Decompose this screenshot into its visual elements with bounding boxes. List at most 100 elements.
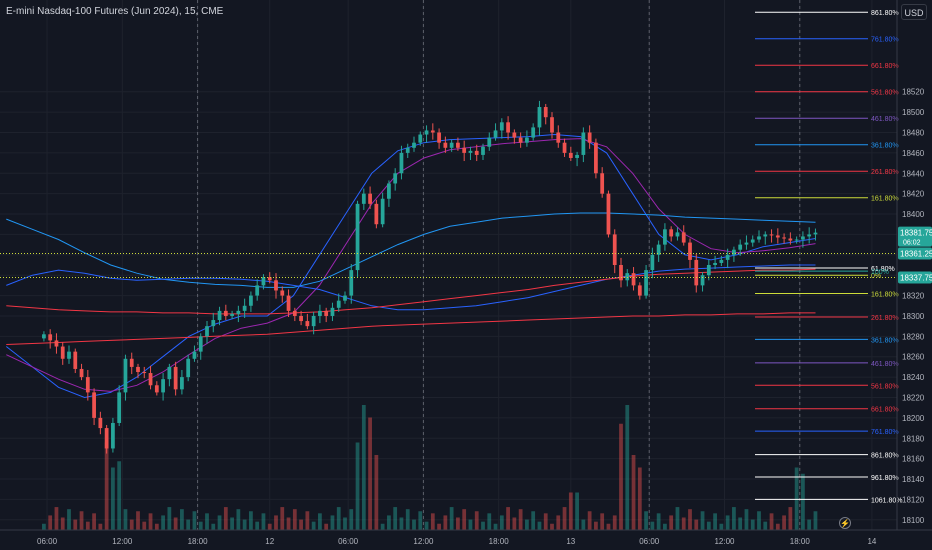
price-tick-label: 18140 bbox=[902, 475, 925, 484]
volume-bar bbox=[656, 513, 661, 530]
price-label-box bbox=[898, 226, 932, 247]
candle-body bbox=[336, 300, 341, 308]
volume-bar bbox=[694, 519, 699, 530]
volume-bar bbox=[537, 521, 542, 530]
volume-bar bbox=[274, 515, 278, 530]
price-label-text: 18381.75 bbox=[900, 229, 932, 238]
candle-body bbox=[587, 132, 592, 143]
candle-body bbox=[136, 366, 140, 373]
candle-body bbox=[299, 315, 303, 322]
price-labels: 18381.75 06:02 18361.25 18337.75 bbox=[898, 226, 932, 284]
time-tick-label: 18:00 bbox=[188, 537, 209, 546]
lightning-icon[interactable]: ⚡ bbox=[839, 517, 851, 529]
candle-body bbox=[104, 428, 109, 449]
candle-body bbox=[443, 142, 448, 148]
candle-body bbox=[117, 392, 122, 423]
volume-bar bbox=[506, 507, 510, 530]
candle-body bbox=[681, 232, 686, 243]
candle-body bbox=[73, 351, 78, 369]
moving-averages bbox=[5, 133, 816, 399]
candle-body bbox=[644, 270, 648, 296]
volume-bar bbox=[211, 523, 216, 530]
time-tick-label: 18:00 bbox=[489, 537, 510, 546]
candle-body bbox=[568, 152, 573, 158]
volume-bar bbox=[79, 511, 84, 530]
time-tick-label: 18:00 bbox=[790, 537, 811, 546]
price-tick-label: 18220 bbox=[902, 394, 925, 403]
candle-body bbox=[223, 310, 228, 316]
price-tick-label: 18120 bbox=[902, 495, 925, 504]
candle-body bbox=[430, 130, 435, 133]
time-tick-label: 06:00 bbox=[37, 537, 58, 546]
candle-body bbox=[236, 310, 241, 314]
volume-bar bbox=[807, 519, 812, 530]
candle-body bbox=[111, 422, 115, 449]
candle-body bbox=[556, 132, 561, 143]
volume-bar bbox=[575, 492, 579, 530]
price-label-text: 18337.75 bbox=[900, 273, 932, 282]
candle-body bbox=[788, 238, 793, 241]
candle-body bbox=[750, 239, 755, 243]
volume-bar bbox=[625, 405, 630, 530]
volume-bar bbox=[330, 515, 335, 530]
volume-bar bbox=[700, 511, 705, 530]
volume-bar bbox=[493, 523, 498, 530]
candle-body bbox=[123, 358, 128, 393]
candle-body bbox=[54, 340, 59, 347]
volume-bar bbox=[267, 523, 272, 530]
candle-body bbox=[782, 237, 786, 239]
candle-body bbox=[217, 310, 222, 321]
candle-body bbox=[148, 373, 153, 386]
candles bbox=[42, 100, 818, 454]
volume-bar bbox=[142, 521, 147, 530]
fib-level-label: 1061.80% bbox=[871, 497, 903, 504]
volume-bar bbox=[744, 509, 749, 530]
moving-average-line bbox=[6, 268, 816, 315]
candle-body bbox=[192, 351, 197, 359]
volume-bar bbox=[255, 521, 260, 530]
candle-body bbox=[581, 132, 586, 155]
volume-bar bbox=[738, 517, 743, 530]
fib-level-label: 561.80% bbox=[871, 383, 899, 390]
volume-bar bbox=[424, 521, 429, 530]
price-tick-label: 18180 bbox=[902, 434, 925, 443]
candle-body bbox=[763, 234, 768, 237]
candle-body bbox=[161, 379, 165, 393]
volume-bar bbox=[324, 523, 329, 530]
fib-level-label: 261.80% bbox=[871, 169, 899, 176]
volume-bar bbox=[311, 521, 316, 530]
fib-level-label: 361.80% bbox=[871, 337, 899, 344]
fib-level-label: 0% bbox=[871, 273, 881, 280]
candle-body bbox=[349, 270, 354, 296]
volume-bar bbox=[813, 511, 818, 530]
volume-bar bbox=[117, 461, 122, 530]
volume-bar bbox=[67, 509, 71, 530]
volume-bar bbox=[355, 442, 360, 530]
currency-button[interactable]: USD bbox=[901, 4, 927, 20]
volume-bar bbox=[556, 515, 561, 530]
fib-level-label: 761.80% bbox=[871, 429, 899, 436]
candle-body bbox=[305, 321, 310, 327]
fib-level-label: 561.80% bbox=[871, 90, 899, 97]
fib-level-label: 261.80% bbox=[871, 315, 899, 322]
volume-bar bbox=[769, 513, 774, 530]
candle-body bbox=[324, 310, 329, 316]
volume-bar bbox=[230, 517, 234, 530]
price-tick-label: 18420 bbox=[902, 190, 925, 199]
candle-body bbox=[48, 334, 53, 341]
volume-bar bbox=[111, 467, 115, 530]
volume-bar bbox=[205, 513, 209, 530]
grid bbox=[0, 0, 897, 530]
fib-level-label: 861.80% bbox=[871, 10, 899, 17]
volume-bar bbox=[449, 507, 454, 530]
candle-body bbox=[318, 310, 322, 316]
candle-body bbox=[675, 232, 680, 237]
volume-bar bbox=[606, 523, 611, 530]
time-tick-label: 12 bbox=[265, 537, 274, 546]
price-tick-label: 18500 bbox=[902, 108, 925, 117]
candle-body bbox=[706, 265, 711, 276]
volume-bar bbox=[644, 511, 648, 530]
price-tick-label: 18300 bbox=[902, 312, 925, 321]
candle-body bbox=[499, 122, 504, 131]
